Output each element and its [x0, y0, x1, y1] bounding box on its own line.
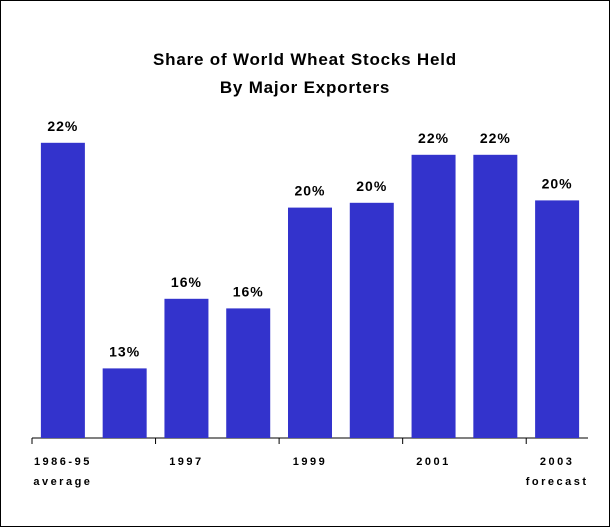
- value-label: 20%: [356, 178, 387, 194]
- x-tick-label: 2003 forecast: [525, 456, 589, 488]
- bar: [164, 298, 209, 438]
- bar: [473, 154, 518, 439]
- bar: [349, 202, 394, 438]
- bar: [226, 308, 271, 438]
- chart-title: Share of World Wheat Stocks Held By Majo…: [153, 50, 457, 97]
- value-label: 16%: [171, 274, 202, 290]
- value-label: 20%: [294, 183, 325, 199]
- bar: [102, 368, 147, 438]
- value-label: 22%: [47, 118, 78, 134]
- x-tick-label: 1997: [169, 456, 204, 468]
- bar: [40, 142, 85, 439]
- value-label: 13%: [109, 343, 140, 359]
- value-label: 16%: [233, 283, 264, 299]
- value-label: 22%: [418, 130, 449, 146]
- value-label: 22%: [480, 130, 511, 146]
- x-tick-label: 2001: [416, 456, 451, 468]
- x-tick-label: 1999: [292, 456, 328, 468]
- bar: [288, 207, 332, 438]
- bar: [411, 154, 456, 439]
- x-tick-label: 1986-95 average: [33, 456, 93, 488]
- value-label: 20%: [542, 175, 573, 191]
- bar: [535, 200, 580, 438]
